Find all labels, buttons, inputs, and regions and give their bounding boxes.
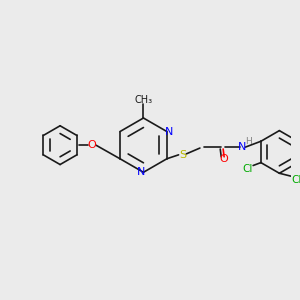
Text: Cl: Cl	[292, 175, 300, 185]
Text: CH₃: CH₃	[134, 94, 152, 105]
Text: H: H	[245, 137, 252, 146]
Text: N: N	[165, 127, 173, 136]
Text: O: O	[88, 140, 96, 150]
Text: O: O	[220, 154, 229, 164]
Text: N: N	[137, 167, 146, 177]
Text: Cl: Cl	[242, 164, 253, 174]
Text: N: N	[238, 142, 247, 152]
Text: S: S	[179, 150, 186, 160]
